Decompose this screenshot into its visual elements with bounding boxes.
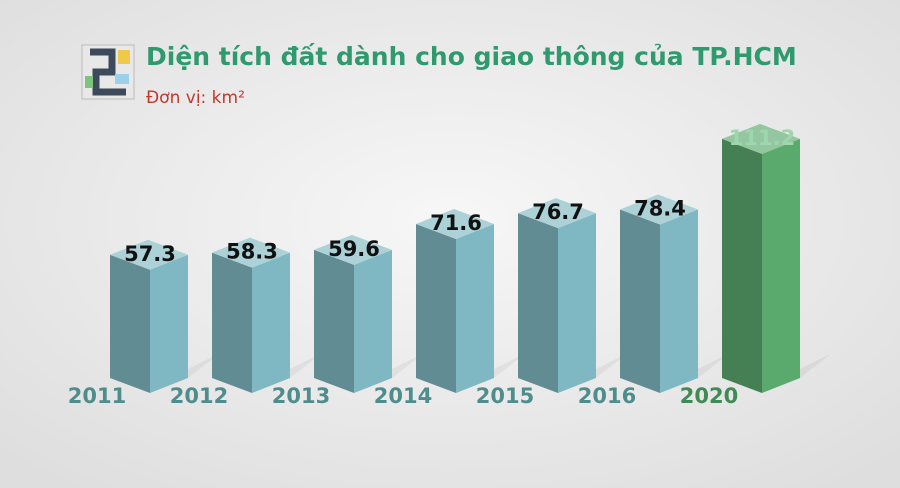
- bar-right-face: [558, 213, 596, 393]
- bar-right-face: [354, 249, 392, 393]
- x-tick-label: 2016: [578, 384, 636, 408]
- bar-top: [212, 237, 290, 268]
- value-label: 71.6: [430, 211, 482, 235]
- bar-top: [518, 198, 596, 229]
- value-label: 57.3: [124, 242, 176, 266]
- bar-right-face: [762, 138, 800, 393]
- bar-top: [722, 123, 800, 154]
- value-label: 59.6: [328, 237, 380, 261]
- bar-top: [416, 209, 494, 240]
- chart-title: Diện tích đất dành cho giao thông của TP…: [146, 42, 797, 71]
- bar-right-face: [150, 254, 188, 393]
- x-tick-label: 2014: [374, 384, 432, 408]
- bar-left-face: [620, 209, 660, 393]
- bar-left-face: [212, 252, 252, 393]
- title-icon: [81, 44, 135, 100]
- chart-subtitle: Đơn vị: km²: [146, 88, 245, 108]
- x-tick-label: 2015: [476, 384, 534, 408]
- bar-top: [620, 194, 698, 225]
- bar-top: [314, 234, 392, 265]
- value-label: 58.3: [226, 240, 278, 264]
- bar-right-face: [660, 209, 698, 393]
- bar-left-face: [314, 249, 354, 393]
- value-label: 111.2: [729, 126, 795, 150]
- bar-top: [110, 239, 188, 270]
- value-label: 78.4: [634, 196, 686, 220]
- bar-left-face: [110, 254, 150, 393]
- x-tick-label: 2011: [68, 384, 126, 408]
- bar-left-face: [722, 138, 762, 393]
- bar-left-face: [518, 213, 558, 393]
- bar-right-face: [252, 252, 290, 393]
- bar-left-face: [416, 224, 456, 393]
- x-tick-label: 2013: [272, 384, 330, 408]
- value-label: 76.7: [532, 200, 584, 224]
- x-tick-label: 2020: [680, 384, 738, 408]
- bar-right-face: [456, 224, 494, 393]
- x-tick-label: 2012: [170, 384, 228, 408]
